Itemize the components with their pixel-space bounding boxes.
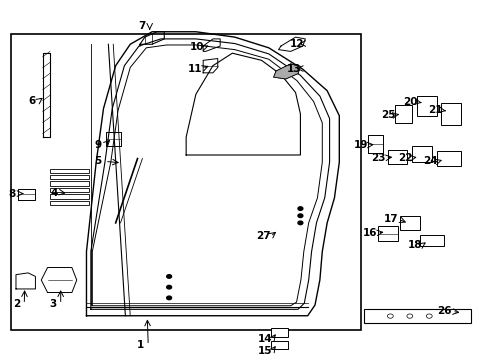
Text: 9: 9 — [94, 140, 101, 150]
Bar — [394, 105, 411, 123]
Text: 11: 11 — [187, 64, 202, 73]
Text: 16: 16 — [362, 228, 376, 238]
Text: 4: 4 — [50, 188, 58, 198]
Text: 18: 18 — [407, 240, 421, 250]
Text: 22: 22 — [397, 153, 411, 163]
Text: 7: 7 — [139, 21, 146, 31]
Text: 26: 26 — [437, 306, 451, 316]
Circle shape — [297, 221, 302, 225]
Bar — [419, 235, 443, 246]
Bar — [411, 146, 431, 162]
Polygon shape — [273, 64, 300, 79]
Bar — [50, 175, 89, 179]
Bar — [50, 181, 89, 186]
Text: 20: 20 — [403, 97, 417, 107]
Text: 2: 2 — [13, 299, 20, 309]
Bar — [441, 103, 460, 125]
Text: 17: 17 — [383, 214, 398, 224]
Text: 27: 27 — [255, 231, 270, 242]
Text: 15: 15 — [257, 346, 272, 356]
Bar — [416, 96, 436, 116]
Text: 19: 19 — [353, 140, 367, 150]
Text: 24: 24 — [422, 157, 437, 166]
Text: 1: 1 — [137, 341, 144, 350]
Text: 3: 3 — [50, 299, 57, 309]
Text: 25: 25 — [380, 110, 394, 120]
Text: 21: 21 — [427, 105, 442, 115]
Bar — [50, 188, 89, 192]
Circle shape — [297, 214, 302, 217]
Bar — [50, 194, 89, 199]
Text: 12: 12 — [289, 39, 304, 49]
Bar — [436, 152, 460, 166]
Circle shape — [297, 207, 302, 210]
Bar — [377, 226, 397, 241]
Text: 10: 10 — [190, 42, 204, 52]
Bar — [271, 341, 287, 348]
Bar — [399, 216, 419, 230]
Bar — [50, 168, 89, 173]
Text: 13: 13 — [286, 64, 301, 73]
Circle shape — [166, 285, 171, 289]
Circle shape — [166, 275, 171, 278]
Bar — [271, 328, 287, 337]
Bar — [11, 33, 361, 330]
Text: 14: 14 — [257, 334, 272, 344]
Bar — [363, 309, 469, 323]
Bar — [50, 201, 89, 205]
Text: 6: 6 — [28, 96, 35, 106]
Text: 8: 8 — [8, 189, 16, 199]
Text: 23: 23 — [370, 153, 385, 163]
Text: 5: 5 — [94, 157, 101, 166]
Circle shape — [166, 296, 171, 300]
